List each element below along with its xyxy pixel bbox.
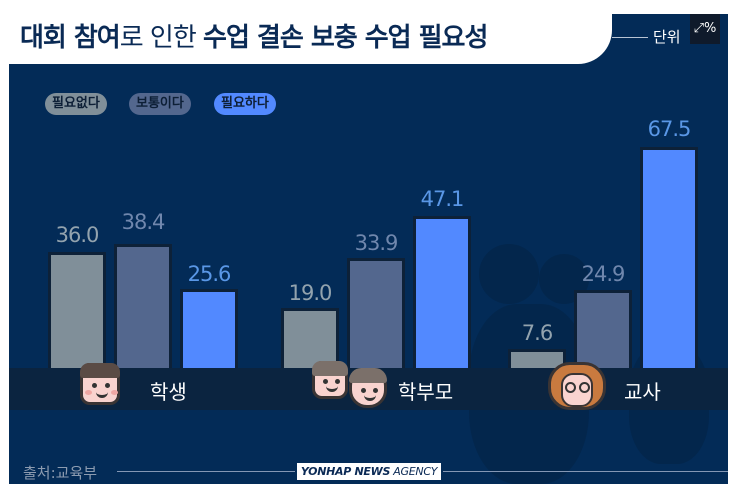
value-label: 7.6 xyxy=(521,321,553,345)
bar-parent-neutral xyxy=(347,258,405,372)
category-label-parent: 학부모 xyxy=(398,380,454,404)
value-label: 19.0 xyxy=(288,281,333,305)
silhouette-decoration xyxy=(479,244,539,304)
value-label: 36.0 xyxy=(55,223,100,247)
value-label: 24.9 xyxy=(581,262,626,286)
source-label: 출처:교육부 xyxy=(23,464,98,482)
bar-teacher-yes xyxy=(640,147,698,372)
father-avatar-icon xyxy=(312,361,348,399)
unit-label: 단위 xyxy=(653,28,681,46)
bar-parent-yes xyxy=(413,216,471,372)
value-label: 47.1 xyxy=(420,187,465,211)
bar-student-neutral xyxy=(114,244,172,372)
category-label-student: 학생 xyxy=(150,380,187,404)
title-part: 로 인한 xyxy=(119,23,204,53)
value-label: 25.6 xyxy=(187,262,232,286)
value-label: 33.9 xyxy=(354,231,399,255)
title-part: 대회 참여 xyxy=(20,23,121,53)
bar-teacher-no xyxy=(508,349,566,372)
value-label: 67.5 xyxy=(647,117,692,141)
footer-line xyxy=(117,471,295,472)
agency-logo: YONHAP NEWS AGENCY xyxy=(297,463,441,480)
teacher-avatar-icon xyxy=(548,362,606,410)
bar-student-yes xyxy=(180,289,238,372)
agency-suffix: AGENCY xyxy=(390,465,438,478)
expand-percent-icon[interactable]: ⤢% xyxy=(690,14,720,44)
footer-line xyxy=(443,471,728,472)
category-label-teacher: 교사 xyxy=(624,380,661,404)
chart-title: 대회 참여로 인한 수업 결손 보충 수업 필요성 xyxy=(20,17,488,54)
legend-no: 필요없다 xyxy=(45,93,107,115)
title-banner: 대회 참여로 인한 수업 결손 보충 수업 필요성 xyxy=(0,0,612,64)
unit-divider xyxy=(612,37,648,38)
student-avatar-icon xyxy=(80,363,120,405)
agency-name: YONHAP NEWS xyxy=(300,465,391,478)
title-part: 수업 결손 보충 수업 필요성 xyxy=(203,23,488,53)
bar-student-no xyxy=(48,252,106,372)
bar-teacher-neutral xyxy=(574,290,632,372)
value-label: 38.4 xyxy=(121,210,166,234)
legend-neutral: 보통이다 xyxy=(129,93,191,115)
mother-avatar-icon xyxy=(349,368,387,408)
legend-yes: 필요하다 xyxy=(214,93,276,115)
